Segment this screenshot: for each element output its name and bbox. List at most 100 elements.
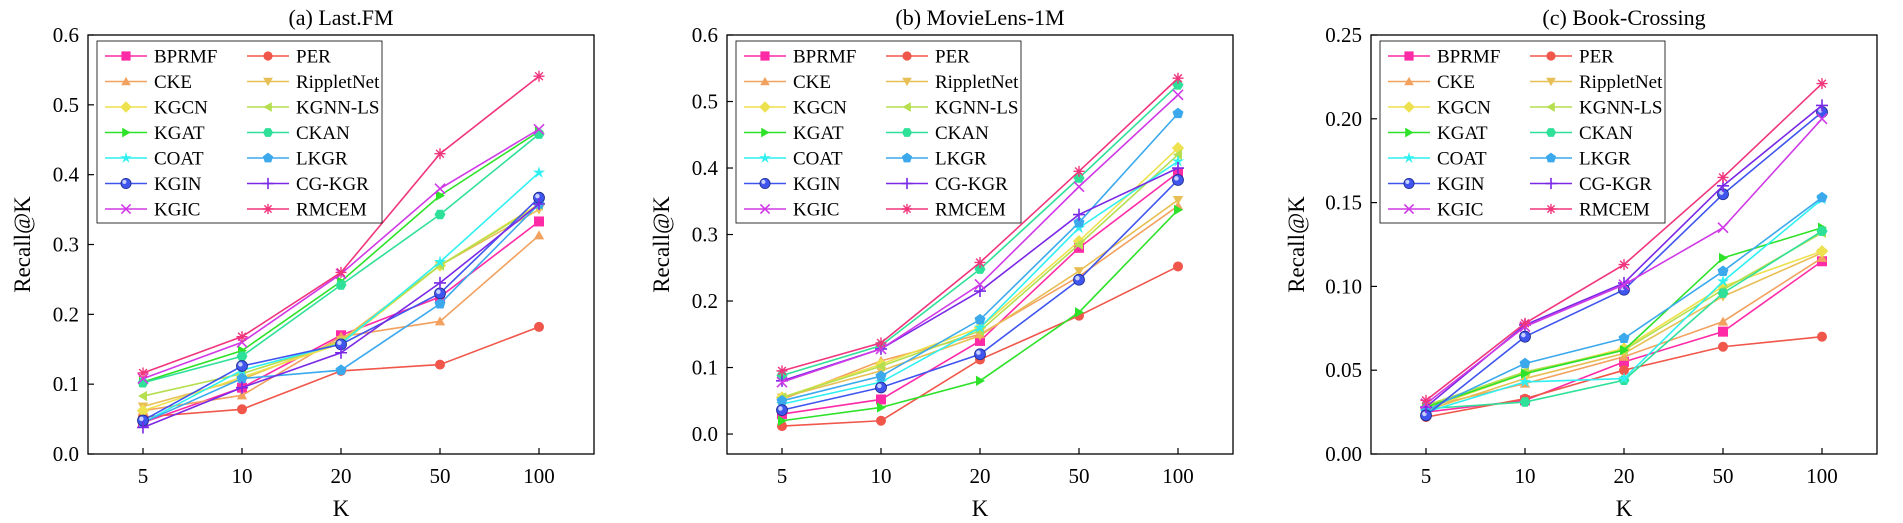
data-point-kgic [1816,113,1828,125]
data-point-lkgr [776,394,788,406]
data-point-cke [1717,316,1729,326]
legend-label: COAT [793,149,843,170]
data-point-kgat [1719,252,1728,264]
legend-label: KGIC [154,200,200,221]
data-point-rmcem [1519,317,1531,329]
x-axis-label: K [972,496,989,521]
data-point-ckan [434,209,446,220]
data-point-bprmf [534,216,544,227]
series-line-kgin [142,197,540,422]
data-point-rmcem [1172,72,1184,84]
data-point-cg-kgr [335,346,347,359]
legend-label: KGAT [1437,123,1488,144]
legend-label: RMCEM [296,200,367,221]
data-point-lkgr [875,370,887,381]
data-point-cg-kgr [137,421,149,434]
legend-marker-lkgr [1545,152,1557,163]
y-tick-label: 0.5 [53,93,79,117]
data-point-rmcem [335,266,347,278]
data-point-kgic [974,278,986,290]
legend-marker-coat [120,151,132,163]
legend-label: BPRMF [154,47,217,68]
data-point-kgic [137,373,149,385]
legend-label: PER [296,47,331,68]
legend-marker-lkgr [901,152,913,163]
data-point-kgin [1172,174,1184,186]
legend-label: KGNN-LS [296,98,379,119]
y-tick-label: 0.6 [53,23,79,47]
data-point-rmcem [434,148,446,160]
y-tick-label: 0.10 [1325,274,1362,298]
data-point-kgat [1620,344,1629,356]
data-point-kgnn-ls [876,361,885,372]
data-point-bprmf [1074,242,1084,253]
data-point-coat [1617,372,1631,384]
series-line-kgcn [142,203,540,412]
data-point-per [1817,331,1827,342]
series-line-cg-kgr [142,203,540,429]
data-point-coat [532,166,546,178]
y-tick-label: 0.20 [1325,107,1362,131]
panel-last-fm: (a) Last.FM 0.0 0.1 0.2 0.3 0.4 0.5 0.6 5 10 20 50 1… [10,5,595,521]
legend-label: PER [935,47,970,68]
data-point-per [1619,365,1629,376]
legend-marker-rmcem [901,203,913,215]
x-tick-label: 20 [970,464,991,488]
legend-label: CG-KGR [935,174,1008,195]
legend-label: CG-KGR [296,174,369,195]
data-point-rmcem [1420,394,1432,406]
data-point-ckan [1172,80,1184,90]
data-point-rmcem [776,365,788,377]
legend-marker-ckan [262,128,274,137]
data-point-per [237,404,247,415]
legend-marker-ckan [901,128,913,137]
data-point-lkgr [1618,332,1630,344]
data-point-bprmf [975,335,985,346]
x-tick-label: 100 [1162,464,1194,488]
y-tick-label: 0.0 [692,422,718,446]
legend-marker-per [902,51,912,61]
data-point-lkgr [1717,265,1729,277]
legend-label: COAT [154,149,204,170]
data-point-kgin [776,404,788,417]
legend-marker-rmcem [262,203,274,215]
data-point-rmcem [875,337,887,349]
data-point-kgin [533,191,545,204]
data-point-coat [1171,154,1185,167]
data-point-cke [434,316,446,326]
data-point-bprmf [1718,326,1728,337]
legend-marker-kgnn-ls [902,102,911,112]
legend-marker-rmcem [1545,203,1557,215]
legend-label: CKE [154,72,192,93]
data-point-lkgr [1073,216,1085,228]
legend-label: LKGR [296,149,348,170]
data-point-lkgr [974,313,986,325]
legend-marker-coat [1403,151,1415,163]
data-point-kgcn [1171,141,1185,155]
legend-label: RippletNet [296,72,380,93]
data-point-kgnn-ls [1173,149,1182,160]
legend-marker-bprmf [1404,51,1414,61]
data-point-lkgr [1816,191,1828,203]
data-point-ckan [1519,397,1531,407]
legend-marker-kgat [1405,127,1414,138]
data-point-cg-kgr [1816,99,1828,112]
legend-label: KGNN-LS [1579,98,1662,119]
x-tick-label: 10 [1515,464,1536,488]
data-point-rmcem [1073,165,1085,177]
data-point-rmcem [533,70,545,82]
legend-label: CKAN [296,123,350,144]
legend-marker-bprmf [760,51,770,61]
data-point-kgin [974,348,986,361]
x-tick-label: 10 [232,464,253,488]
y-tick-label: 0.2 [53,302,79,326]
legend-label: PER [1579,47,1614,68]
x-tick-label: 50 [1069,464,1090,488]
data-point-kgic [434,183,446,195]
legend-label: LKGR [935,149,987,170]
y-tick-label: 0.4 [692,156,719,180]
legend-label: KGIC [793,200,839,221]
legend-marker-kgat [122,127,131,138]
y-axis-label: Recall@K [1284,196,1309,293]
x-tick-label: 5 [138,464,149,488]
